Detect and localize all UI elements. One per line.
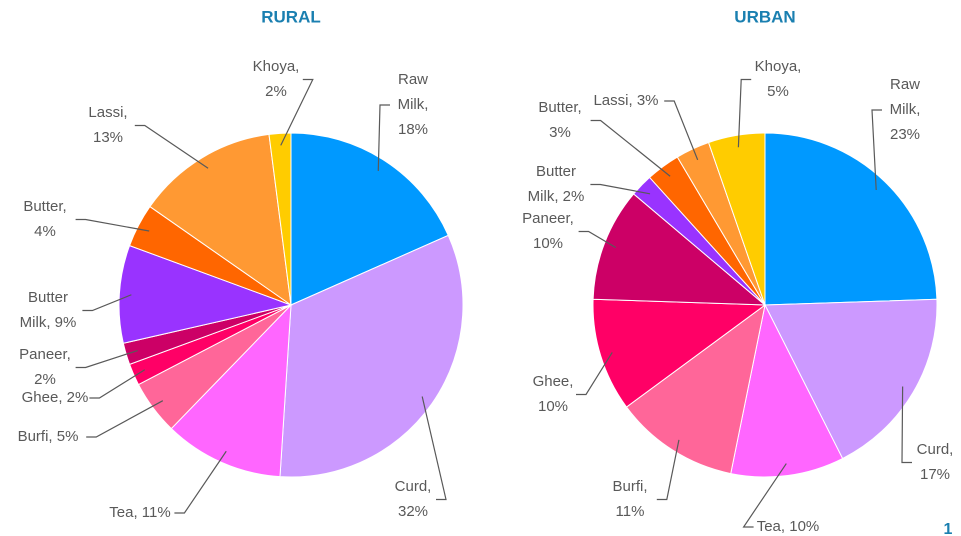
pie-slice bbox=[707, 132, 766, 306]
chart-title: URBAN bbox=[734, 7, 795, 26]
leader-line bbox=[742, 463, 787, 528]
data-label: Butter, 4% bbox=[23, 198, 66, 240]
leader-line bbox=[174, 450, 227, 514]
pie-slice bbox=[625, 303, 766, 475]
page-number: 1 bbox=[944, 521, 953, 536]
leader-line bbox=[590, 183, 651, 195]
pie-slice bbox=[170, 303, 292, 478]
leader-line bbox=[421, 396, 447, 501]
pie-slice bbox=[290, 132, 449, 306]
leader-line bbox=[280, 78, 314, 146]
leader-line bbox=[82, 294, 132, 312]
data-label: Tea, 10% bbox=[757, 518, 820, 535]
leader-line bbox=[576, 352, 613, 396]
pie-slice bbox=[592, 193, 767, 306]
data-label: Curd, 32% bbox=[395, 478, 432, 520]
pie-slice bbox=[730, 303, 844, 478]
pie-slice bbox=[149, 133, 292, 307]
data-label: Raw Milk, 23% bbox=[890, 76, 921, 143]
data-label: Butter Milk, 2% bbox=[528, 163, 585, 205]
data-label: Paneer, 10% bbox=[522, 210, 574, 252]
leader-line bbox=[656, 439, 680, 501]
data-label: Ghee, 10% bbox=[533, 373, 574, 415]
leader-line bbox=[664, 100, 699, 161]
data-label: Butter, 3% bbox=[538, 99, 581, 141]
data-label: Khoya, 5% bbox=[755, 58, 802, 100]
pie-slice bbox=[118, 244, 293, 344]
leader-line bbox=[871, 109, 882, 191]
pie-slice bbox=[279, 234, 464, 478]
pie-slice bbox=[764, 132, 938, 306]
leader-line bbox=[901, 386, 912, 464]
leader-line bbox=[89, 369, 146, 399]
data-label: Ghee, 2% bbox=[22, 389, 89, 406]
data-label: Lassi, 3% bbox=[593, 92, 658, 109]
data-label: Raw Milk, 18% bbox=[398, 71, 429, 138]
chart-title: RURAL bbox=[261, 7, 321, 26]
leader-line bbox=[75, 218, 150, 232]
leader-line bbox=[134, 124, 209, 169]
pie-slice bbox=[764, 298, 938, 460]
leader-line bbox=[578, 230, 617, 249]
pie-slice bbox=[592, 298, 767, 408]
data-label: Tea, 11% bbox=[109, 504, 170, 521]
leader-line bbox=[590, 119, 671, 177]
data-label: Curd, 17% bbox=[917, 441, 954, 483]
data-label: Burfi, 11% bbox=[612, 478, 647, 520]
leader-line bbox=[377, 104, 390, 171]
data-label: Paneer, 2% bbox=[19, 346, 71, 388]
data-label: Burfi, 5% bbox=[18, 428, 79, 445]
leader-line bbox=[86, 400, 164, 438]
leader-line bbox=[75, 349, 138, 369]
data-label: Khoya, 2% bbox=[253, 58, 300, 100]
data-label: Butter Milk, 9% bbox=[20, 289, 77, 331]
pie-slice bbox=[268, 132, 292, 306]
leader-line bbox=[737, 78, 752, 148]
data-label: Lassi, 13% bbox=[88, 104, 127, 146]
